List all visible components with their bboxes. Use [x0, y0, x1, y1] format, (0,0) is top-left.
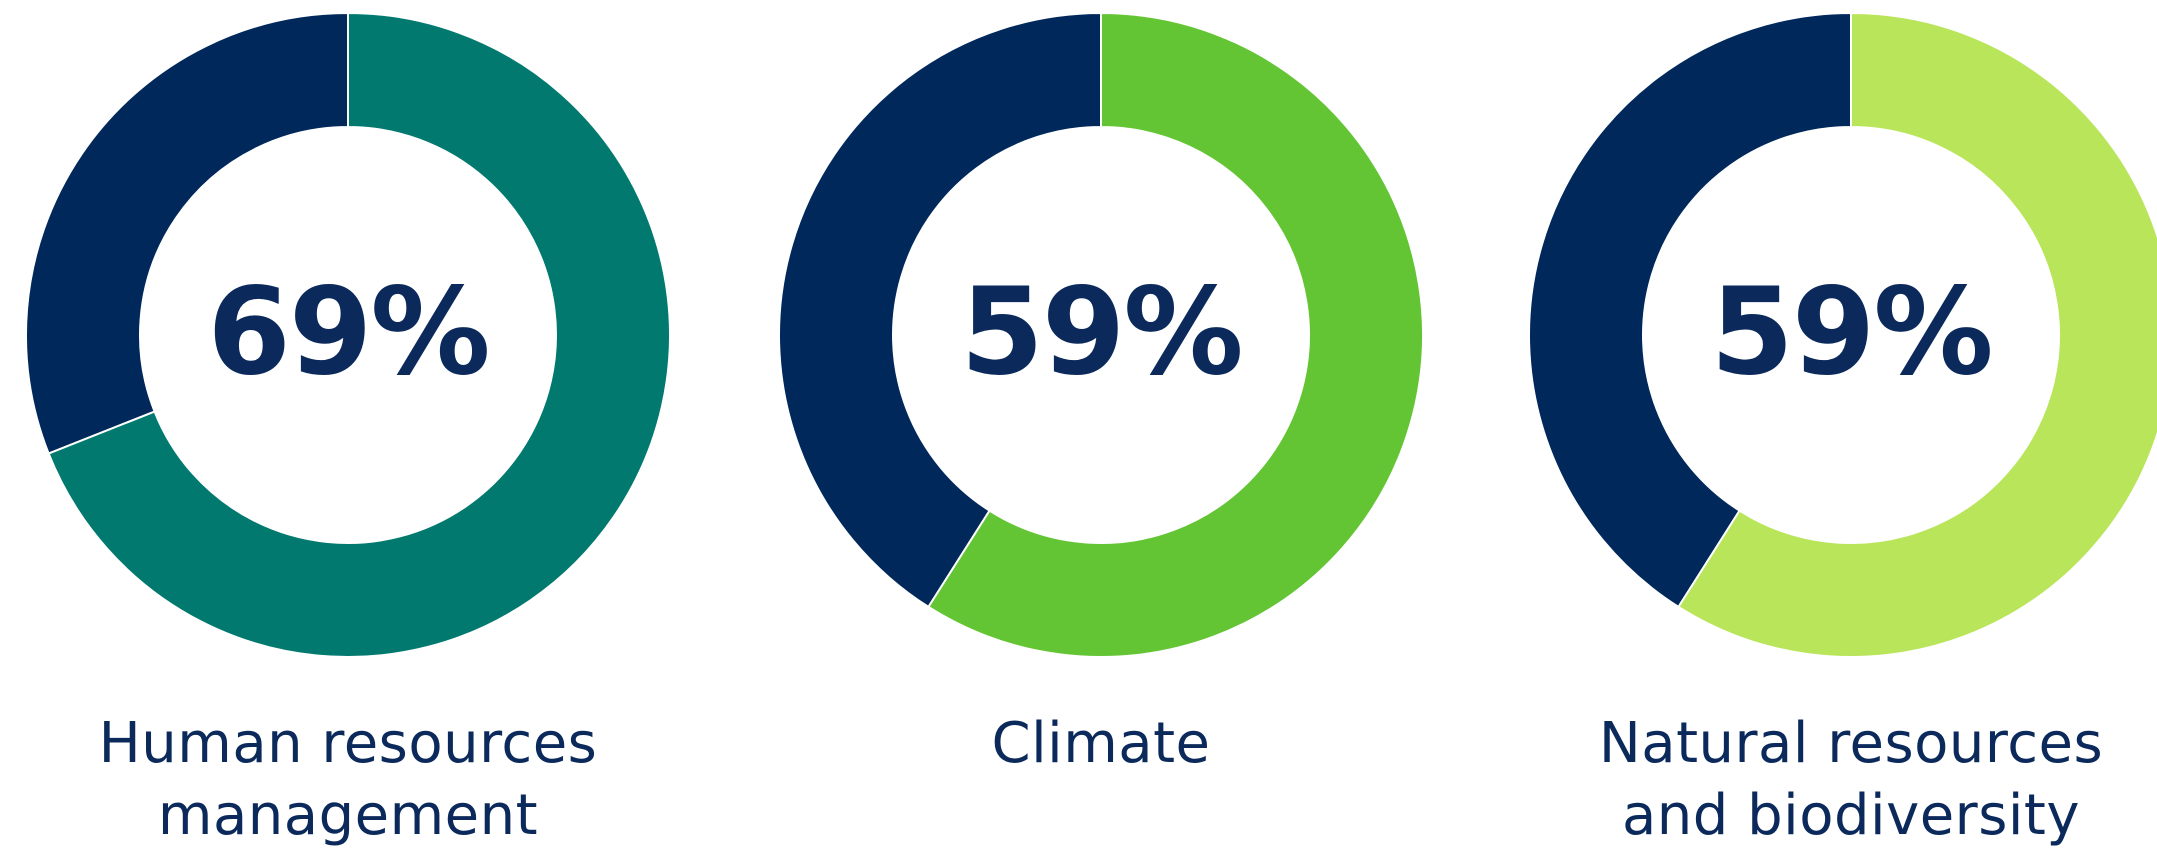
donut-1-value-label: 69% — [207, 264, 488, 403]
donut-3-value-label: 59% — [1710, 264, 1991, 403]
donut-3-remainder-slice — [1528, 12, 1852, 608]
donut-1-highlight-slice — [47, 12, 671, 658]
donut-2-remainder-slice — [778, 12, 1102, 608]
donut-3-category-label: Natural resources and biodiversity — [1598, 711, 2104, 848]
donut-2-value-label: 59% — [960, 264, 1241, 403]
donut-3-highlight-slice — [1677, 12, 2157, 658]
donut-chart-1: 69% — [25, 12, 671, 658]
donut-2-highlight-slice — [927, 12, 1424, 658]
donut-2-category-label: Climate — [991, 711, 1211, 776]
donut-chart-3: 59% — [1528, 12, 2157, 658]
donut-chart-2: 59% — [778, 12, 1424, 658]
donut-1-remainder-slice — [25, 12, 349, 455]
donut-1-category-label: Human resources management — [98, 711, 598, 848]
